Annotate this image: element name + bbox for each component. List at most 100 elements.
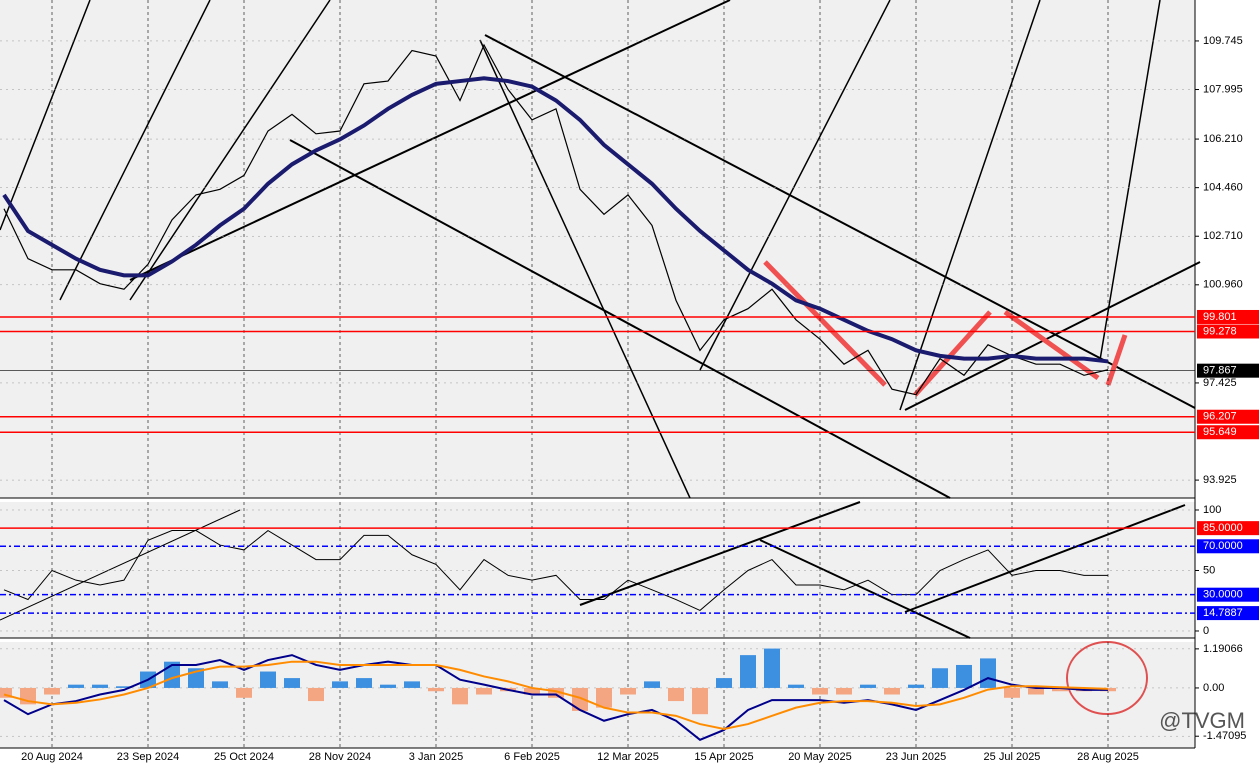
osc-line <box>579 501 861 606</box>
y-tick-label: 106.210 <box>1203 133 1243 145</box>
histogram-bar <box>260 671 276 688</box>
series-line <box>3 660 1109 730</box>
histogram-bar <box>44 687 60 695</box>
series-line <box>3 43 1109 396</box>
histogram-bar <box>740 655 756 688</box>
level-label-box <box>1197 309 1259 324</box>
histogram-bar <box>92 684 108 688</box>
arrow <box>1105 334 1128 386</box>
histogram-bar <box>572 687 588 711</box>
y-tick-label: 109.745 <box>1203 35 1243 47</box>
level-label: 97.867 <box>1203 365 1237 377</box>
level-label: 99.801 <box>1203 311 1237 323</box>
histogram-bar <box>476 687 492 695</box>
y-tick-label: 107.995 <box>1203 83 1243 95</box>
histogram-bar <box>620 687 636 695</box>
fan-line <box>1099 0 1161 361</box>
histogram-bar <box>1052 687 1068 692</box>
level-label-box <box>1197 587 1259 602</box>
channel-line <box>904 261 1201 411</box>
histogram-bar <box>668 687 684 702</box>
level-label: 85.0000 <box>1203 522 1243 534</box>
series-line <box>3 654 1108 741</box>
histogram-bar <box>884 687 900 695</box>
arrow <box>763 260 887 387</box>
y-tick-label: 97.425 <box>1203 377 1237 389</box>
histogram-bar <box>932 668 948 688</box>
y-tick-label: 0 <box>1203 625 1209 637</box>
histogram-bar <box>404 681 420 688</box>
level-label: 95.649 <box>1203 426 1237 438</box>
x-tick-label: 12 Mar 2025 <box>597 751 659 763</box>
histogram-bar <box>0 687 12 698</box>
x-tick-label: 20 May 2025 <box>788 751 852 763</box>
oscillator-pane <box>0 502 1195 638</box>
histogram-bar <box>116 686 132 688</box>
trend-lines <box>0 0 1201 639</box>
watermark: @TVGM <box>1159 708 1245 733</box>
level-label-box <box>1197 324 1259 339</box>
x-tick-label: 23 Sep 2024 <box>117 751 179 763</box>
histogram-bar <box>908 684 924 688</box>
y-tick-label: 50 <box>1203 564 1215 576</box>
osc-line <box>904 504 1186 613</box>
y-tick-label: 0.00 <box>1203 682 1224 694</box>
level-label-box <box>1197 521 1259 536</box>
x-tick-label: 23 Jun 2025 <box>886 751 947 763</box>
fan-line <box>0 0 91 231</box>
level-label: 14.7887 <box>1203 607 1243 619</box>
histogram-bar <box>956 664 972 688</box>
level-label-box <box>1197 606 1259 621</box>
histogram-bar <box>308 687 324 702</box>
histogram-bar <box>548 687 564 698</box>
x-tick-label: 28 Nov 2024 <box>309 751 371 763</box>
level-label: 99.278 <box>1203 325 1237 337</box>
histogram-bar <box>356 678 372 688</box>
osc-line <box>759 539 971 639</box>
x-tick-label: 25 Jul 2025 <box>984 751 1041 763</box>
x-tick-label: 3 Jan 2025 <box>409 751 463 763</box>
level-label-box <box>1197 363 1259 378</box>
fan-line <box>129 0 331 301</box>
x-tick-label: 6 Feb 2025 <box>504 751 560 763</box>
histogram-bar <box>812 687 828 695</box>
series-line <box>3 529 1108 611</box>
y-tick-label: 1.19066 <box>1203 643 1243 655</box>
histogram-bar <box>644 681 660 688</box>
channel-line <box>289 139 951 499</box>
arrow <box>913 310 992 397</box>
histogram-bar <box>380 684 396 688</box>
histogram-bar <box>68 684 84 688</box>
histogram-bar <box>716 678 732 688</box>
series-line <box>2 76 1109 364</box>
histogram-bar <box>236 687 252 698</box>
histogram-bar <box>284 678 300 688</box>
x-tick-label: 28 Aug 2025 <box>1077 751 1139 763</box>
y-tick-label: 100.960 <box>1203 279 1243 291</box>
histogram-bar <box>596 687 612 708</box>
channel-line <box>484 34 1196 409</box>
highlight-circle <box>1066 641 1148 715</box>
channel-line <box>129 0 731 281</box>
price-pane <box>0 0 1195 498</box>
histogram-bar <box>332 681 348 688</box>
x-tick-label: 20 Aug 2024 <box>21 751 83 763</box>
histogram-bar <box>428 687 444 692</box>
histogram-bar <box>524 687 540 695</box>
fan-line <box>59 0 211 301</box>
level-label: 70.0000 <box>1203 540 1243 552</box>
histogram-bar <box>1028 687 1044 695</box>
fan-line <box>479 39 691 499</box>
histogram-bar <box>1004 687 1020 698</box>
histogram-bar <box>980 658 996 688</box>
y-tick-label: -1.47095 <box>1203 730 1246 742</box>
level-label-box <box>1197 409 1259 424</box>
histogram-bar <box>836 687 852 695</box>
y-tick-label: 102.710 <box>1203 230 1243 242</box>
fan-line <box>699 0 891 371</box>
histogram-bar <box>692 687 708 715</box>
y-tick-label: 93.925 <box>1203 474 1237 486</box>
arrows <box>763 260 1128 397</box>
level-label: 30.0000 <box>1203 589 1243 601</box>
